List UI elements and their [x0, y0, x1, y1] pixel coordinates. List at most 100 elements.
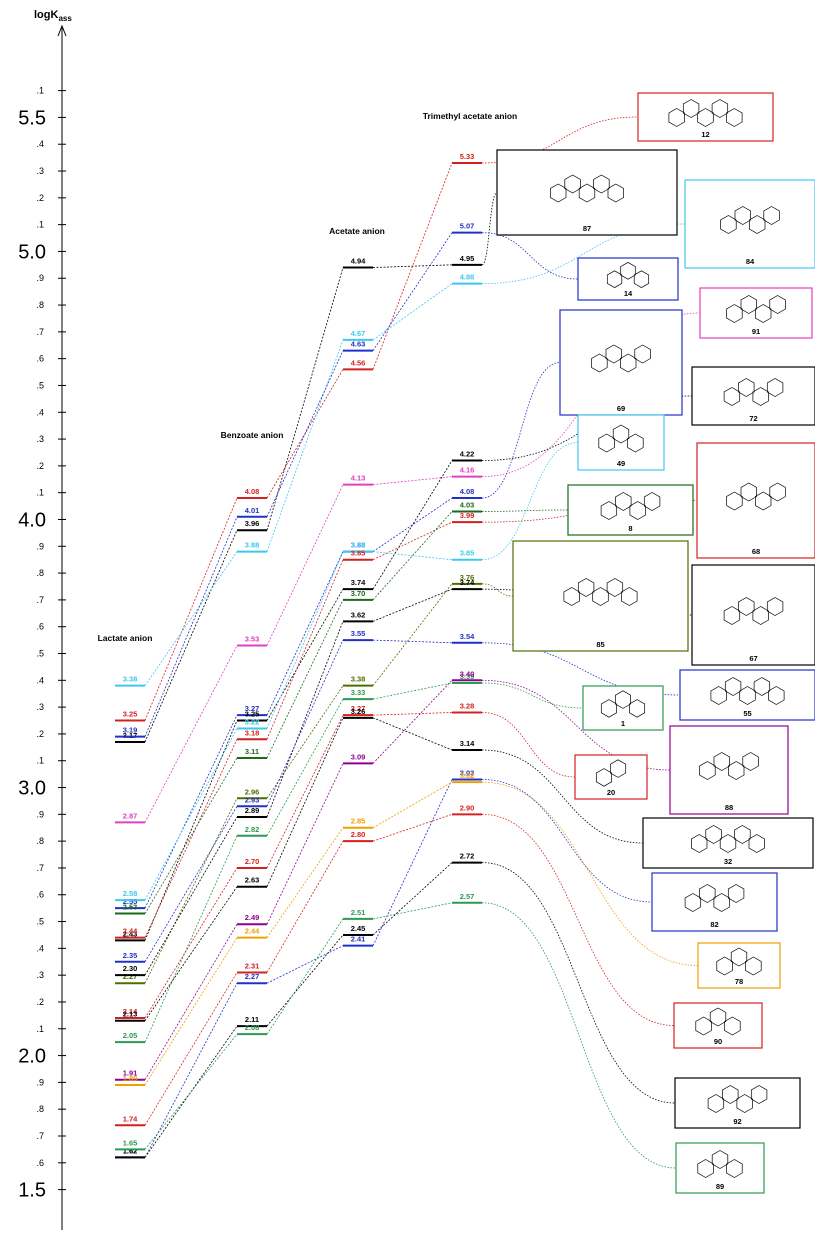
box-frame — [685, 180, 815, 268]
value-label: 2.44 — [245, 927, 260, 936]
value-label: 3.85 — [351, 549, 366, 558]
connector — [145, 983, 237, 1157]
box-connector — [482, 863, 675, 1103]
connector — [145, 645, 237, 822]
box-frame — [670, 726, 788, 814]
value-label: 2.44 — [123, 927, 138, 936]
value-label: 3.25 — [123, 710, 138, 719]
value-label: 3.54 — [460, 632, 475, 641]
connector — [267, 640, 343, 806]
connector — [267, 589, 343, 720]
connector — [267, 946, 343, 984]
y-tick-label: .6 — [36, 1158, 44, 1168]
category-label: Lactate anion — [98, 633, 153, 643]
y-tick-label: .1 — [36, 220, 44, 230]
y-tick-label: .8 — [36, 568, 44, 578]
page: {"chart_data": { "type": "level", "y_lab… — [0, 0, 815, 1241]
connector — [267, 699, 343, 836]
value-label: 2.49 — [245, 913, 260, 922]
value-label: 3.26 — [351, 707, 366, 716]
connector — [145, 530, 237, 742]
value-label: 2.93 — [245, 795, 260, 804]
value-label: 1.65 — [123, 1138, 138, 1147]
compound-box: 91 — [700, 288, 812, 338]
y-tick-label: .7 — [36, 595, 44, 605]
y-tick-label: .6 — [36, 890, 44, 900]
value-label: 3.11 — [245, 747, 259, 756]
y-tick-label: .4 — [36, 943, 44, 953]
levels: 3.254.084.565.333.173.964.944.953.383.88… — [115, 152, 482, 1157]
connector — [145, 552, 237, 686]
compound-label: 88 — [725, 803, 733, 812]
y-tick-label: .4 — [36, 139, 44, 149]
compound-label: 67 — [749, 654, 757, 663]
value-label: 2.08 — [245, 1023, 260, 1032]
connector — [373, 712, 452, 715]
connector — [373, 589, 452, 621]
y-tick-label: .1 — [36, 1024, 44, 1034]
value-label: 3.22 — [245, 718, 260, 727]
value-label: 3.38 — [123, 675, 138, 684]
value-label: 5.33 — [460, 152, 475, 161]
y-tick-label: .5 — [36, 917, 44, 927]
value-label: 3.70 — [351, 589, 366, 598]
value-label: 3.40 — [460, 669, 475, 678]
compound-box: 12 — [638, 93, 773, 141]
compound-box: 84 — [685, 180, 815, 268]
connector — [145, 739, 237, 937]
value-label: 3.53 — [245, 634, 260, 643]
value-label: 2.89 — [245, 806, 260, 815]
compound-box: 72 — [692, 367, 815, 425]
value-label: 4.01 — [245, 506, 260, 515]
y-tick-label: .3 — [36, 702, 44, 712]
compound-box: 1 — [583, 686, 663, 730]
y-tick-label: .3 — [36, 166, 44, 176]
box-connector — [482, 510, 568, 511]
value-label: 2.80 — [351, 830, 366, 839]
value-label: 2.58 — [123, 889, 138, 898]
compound-label: 69 — [617, 404, 625, 413]
y-tick-label: .1 — [36, 488, 44, 498]
compound-box: 20 — [575, 755, 647, 799]
y-tick-label: 2.0 — [18, 1046, 46, 1068]
value-label: 2.30 — [123, 964, 138, 973]
box-frame — [497, 150, 677, 235]
connector — [267, 560, 343, 740]
compound-box: 68 — [697, 443, 815, 558]
y-tick-label: 3.0 — [18, 778, 46, 800]
connector — [267, 485, 343, 646]
y-tick-label: .2 — [36, 193, 44, 203]
connector — [145, 1034, 237, 1149]
box-connector — [482, 193, 497, 265]
compound-label: 14 — [624, 289, 633, 298]
box-frame — [697, 443, 815, 558]
connector — [145, 938, 237, 1085]
box-frame — [560, 310, 682, 415]
compound-label: 49 — [617, 459, 625, 468]
compound-label: 8 — [628, 524, 632, 533]
compound-label: 12 — [701, 130, 709, 139]
value-label: 3.38 — [351, 675, 366, 684]
compound-label: 90 — [714, 1037, 722, 1046]
value-label: 3.28 — [460, 701, 475, 710]
compound-label: 20 — [607, 788, 615, 797]
value-label: 2.57 — [460, 892, 475, 901]
connector — [145, 715, 237, 908]
compound-box: 90 — [674, 1003, 762, 1048]
compound-box: 32 — [643, 818, 813, 868]
connector — [267, 600, 343, 758]
connector — [267, 340, 343, 552]
value-label: 2.53 — [123, 903, 138, 912]
box-connector — [482, 584, 513, 596]
y-tick-label: .9 — [36, 273, 44, 283]
connector — [373, 680, 452, 763]
compound-box: 78 — [698, 943, 780, 988]
value-label: 3.74 — [460, 578, 475, 587]
box-connector — [482, 903, 676, 1168]
value-label: 4.88 — [460, 273, 475, 282]
value-label: 2.27 — [245, 972, 260, 981]
value-label: 4.13 — [351, 474, 366, 483]
value-label: 2.05 — [123, 1031, 138, 1040]
value-label: 2.13 — [123, 1010, 138, 1019]
connector — [145, 758, 237, 913]
